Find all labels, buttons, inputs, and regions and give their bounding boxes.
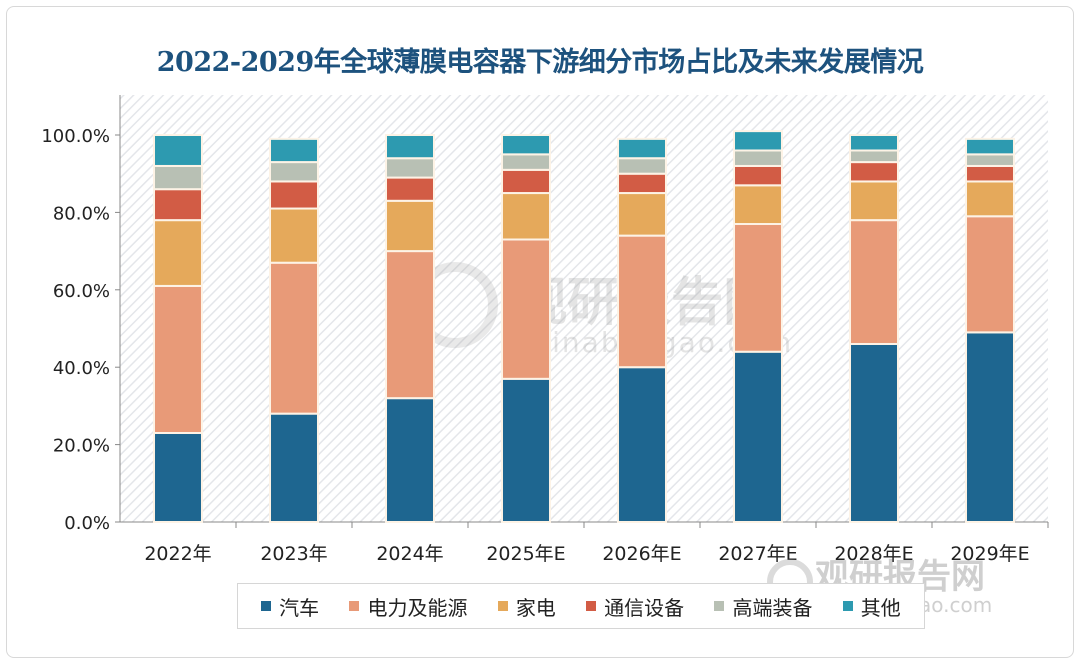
- legend-label: 高端装备: [732, 595, 813, 620]
- legend-item: 电力及能源: [349, 592, 467, 621]
- legend-swatch: [842, 601, 853, 611]
- bar-segment: [501, 377, 551, 523]
- bar-segment: [385, 157, 435, 179]
- legend-swatch: [586, 601, 597, 611]
- bar-segment: [733, 130, 783, 152]
- legend-item: 其他: [842, 592, 901, 621]
- bar-segment: [153, 219, 203, 287]
- bar-segment: [153, 134, 203, 167]
- bar-stack: [153, 134, 203, 523]
- bar-segment: [965, 180, 1015, 218]
- bar-segment: [965, 215, 1015, 334]
- bar-segment: [965, 137, 1015, 156]
- bar-segment: [733, 149, 783, 167]
- bar-segment: [849, 134, 899, 152]
- bar-segment: [733, 184, 783, 226]
- bar-segment: [849, 161, 899, 183]
- x-tick-label: 2025年E: [486, 543, 565, 565]
- y-tick-label: 20.0%: [53, 436, 110, 457]
- x-tick-label: 2022年: [144, 543, 211, 565]
- bar-segment: [501, 134, 551, 156]
- bar-stack: [501, 134, 551, 523]
- bar-stack: [733, 130, 783, 523]
- bar-segment: [501, 168, 551, 195]
- legend-label: 通信设备: [604, 595, 685, 620]
- legend-swatch: [497, 601, 508, 611]
- bar-stack: [617, 137, 667, 524]
- bar-segment: [153, 164, 203, 191]
- bar-segment: [385, 250, 435, 400]
- legend-swatch: [261, 601, 272, 611]
- bar-segment: [501, 238, 551, 380]
- bar-segment: [269, 207, 319, 264]
- bar-segment: [617, 157, 667, 175]
- bar-segment: [733, 164, 783, 187]
- bar-segment: [849, 342, 899, 524]
- legend-label: 其他: [860, 595, 901, 620]
- bar-segment: [617, 366, 667, 524]
- bar-segment: [153, 188, 203, 222]
- bar-segment: [733, 350, 783, 523]
- chart-frame: [6, 6, 1074, 658]
- chart-title: 2022-2029年全球薄膜电容器下游细分市场占比及未来发展情况: [156, 47, 924, 78]
- bar-stack: [269, 137, 319, 524]
- y-tick-label: 60.0%: [53, 281, 110, 302]
- bar-segment: [849, 180, 899, 222]
- bar-segment: [385, 134, 435, 160]
- x-tick-label: 2027年E: [718, 543, 797, 565]
- legend-swatch: [714, 601, 725, 611]
- bar-stack: [385, 134, 435, 523]
- bar-segment: [501, 192, 551, 241]
- x-tick-label: 2028年E: [834, 543, 913, 565]
- y-tick-label: 100.0%: [41, 126, 110, 147]
- bar-segment: [385, 176, 435, 202]
- bar-stack: [965, 137, 1015, 523]
- legend-label: 电力及能源: [367, 595, 468, 620]
- x-tick-label: 2024年: [376, 543, 443, 565]
- bar-segment: [849, 219, 899, 345]
- bar-segment: [269, 261, 319, 415]
- bar-segment: [965, 164, 1015, 183]
- x-tick-label: 2029年E: [950, 543, 1029, 565]
- bar-segment: [385, 199, 435, 253]
- x-tick-label: 2026年E: [602, 543, 681, 565]
- legend-label: 家电: [515, 595, 556, 620]
- bar-segment: [617, 234, 667, 369]
- bar-segment: [385, 397, 435, 523]
- bar-segment: [733, 223, 783, 353]
- legend-label: 汽车: [279, 595, 320, 620]
- bar-segment: [501, 153, 551, 171]
- legend-item: 家电: [497, 592, 556, 621]
- y-tick-label: 40.0%: [53, 358, 110, 379]
- legend-item: 通信设备: [586, 592, 684, 621]
- legend-item: 高端装备: [714, 592, 812, 621]
- bar-segment: [269, 180, 319, 210]
- bar-segment: [617, 137, 667, 160]
- y-tick-label: 0.0%: [64, 513, 110, 534]
- legend-item: 汽车: [261, 592, 319, 621]
- bar-segment: [849, 149, 899, 164]
- bar-segment: [269, 137, 319, 164]
- bar-segment: [617, 192, 667, 237]
- y-tick-label: 80.0%: [53, 203, 110, 224]
- bar-segment: [965, 331, 1015, 523]
- x-tick-label: 2023年: [260, 543, 327, 565]
- bar-segment: [269, 412, 319, 524]
- bar-segment: [617, 172, 667, 195]
- bar-stack: [849, 134, 899, 524]
- legend-swatch: [349, 601, 360, 611]
- bar-segment: [153, 284, 203, 434]
- bar-segment: [965, 153, 1015, 167]
- legend: 汽车 电力及能源 家电 通信设备 高端装备 其他: [237, 583, 925, 629]
- bar-segment: [269, 161, 319, 183]
- bar-segment: [153, 431, 203, 523]
